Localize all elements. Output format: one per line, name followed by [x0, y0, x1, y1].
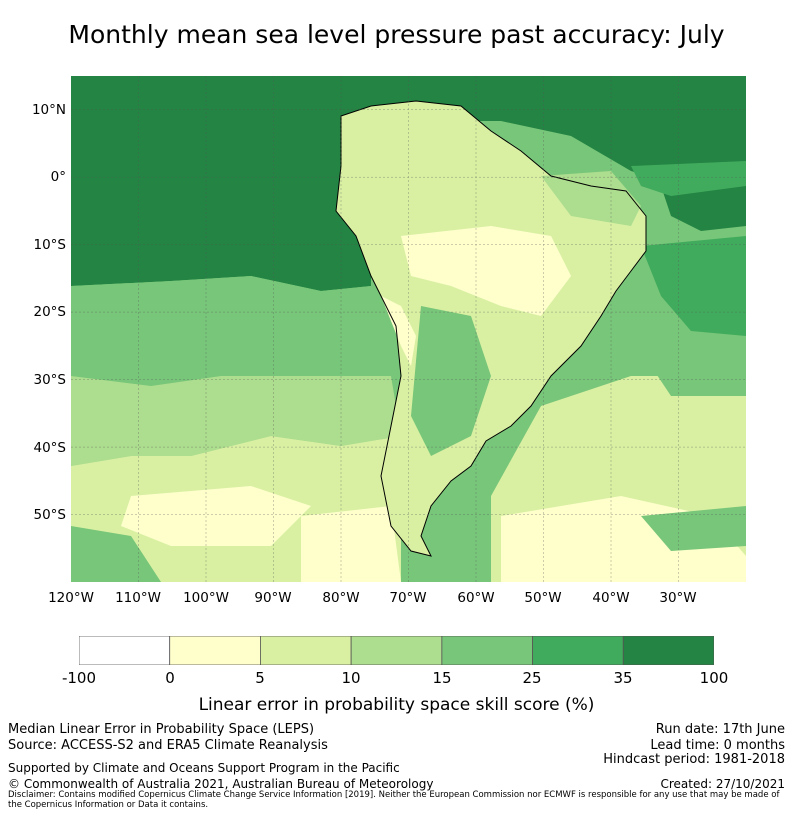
created-date: Created: 27/10/2021	[660, 777, 785, 791]
lat-tick-label: 10°N	[31, 102, 66, 118]
southern-cone-green	[411, 306, 491, 456]
colorbar-bound-label: 100	[699, 669, 729, 687]
colorbar-bound-label: 0	[165, 669, 175, 687]
atlantic-region	[631, 161, 746, 196]
footer-source-line: Source: ACCESS-S2 and ERA5 Climate Reana…	[8, 738, 328, 753]
skill-score-map	[71, 76, 746, 582]
colorbar-segment	[79, 636, 171, 665]
atlantic-east-region	[641, 236, 746, 336]
lon-tick-label: 40°W	[592, 590, 630, 606]
lat-tick-label: 0°	[50, 169, 66, 185]
south-atlantic-green-patch	[641, 506, 746, 551]
colorbar-segment	[622, 636, 714, 665]
lon-tick-label: 100°W	[183, 590, 229, 606]
coastline	[335, 100, 647, 557]
lon-tick-label: 50°W	[524, 590, 562, 606]
lat-tick-label: 40°S	[33, 440, 67, 456]
disclaimer: Disclaimer: Contains modified Copernicus…	[8, 790, 780, 810]
colorbar-segment	[260, 636, 352, 665]
south-atlantic-mid	[631, 336, 746, 396]
colorbar-segment	[169, 636, 261, 665]
south-america-land	[336, 101, 646, 556]
colorbar-segment	[441, 636, 533, 665]
support-line: Supported by Climate and Oceans Support …	[8, 761, 400, 775]
colorbar-title: Linear error in probability space skill …	[198, 695, 595, 715]
lon-tick-label: 30°W	[659, 590, 697, 606]
lat-tick-label: 30°S	[33, 372, 67, 388]
southern-ocean-pale-1	[121, 486, 311, 546]
lon-tick-label: 120°W	[48, 590, 94, 606]
colorbar-bound-label: 10	[341, 669, 361, 687]
colorbar-bound-label: 25	[522, 669, 542, 687]
colorbar-bound-label: 15	[432, 669, 452, 687]
southern-ocean-pale-2	[301, 506, 401, 582]
colorbar-segment	[350, 636, 443, 665]
lat-tick-label: 10°S	[33, 237, 67, 253]
pacific-southeast-band	[71, 376, 401, 466]
lat-tick-label: 50°S	[33, 507, 67, 523]
colorbar-bound-label: 35	[613, 669, 633, 687]
lon-tick-label: 70°W	[389, 590, 427, 606]
amazon-pale-region	[401, 226, 571, 316]
colorbar-bound-label: 5	[255, 669, 265, 687]
colorbar-bound-label: -100	[61, 669, 97, 687]
lon-tick-label: 60°W	[457, 590, 495, 606]
hindcast-period: Hindcast period: 1981-2018	[603, 752, 785, 767]
footer-leps-line: Median Linear Error in Probability Space…	[8, 722, 315, 737]
pacific-north-high-skill-region	[71, 76, 746, 291]
lon-tick-label: 90°W	[254, 590, 292, 606]
colorbar	[79, 636, 714, 665]
lead-time: Lead time: 0 months	[650, 738, 785, 753]
chart-title: Monthly mean sea level pressure past acc…	[68, 20, 725, 49]
gridlines	[71, 76, 746, 582]
pacific-south-band	[71, 276, 391, 386]
lon-tick-label: 80°W	[322, 590, 360, 606]
lat-tick-label: 20°S	[33, 304, 67, 320]
lon-tick-label: 110°W	[115, 590, 161, 606]
colorbar-segment	[532, 636, 624, 665]
copyright-line: © Commonwealth of Australia 2021, Austra…	[8, 777, 434, 791]
run-date: Run date: 17th June	[655, 722, 785, 737]
brazil-coast-green	[541, 171, 641, 226]
